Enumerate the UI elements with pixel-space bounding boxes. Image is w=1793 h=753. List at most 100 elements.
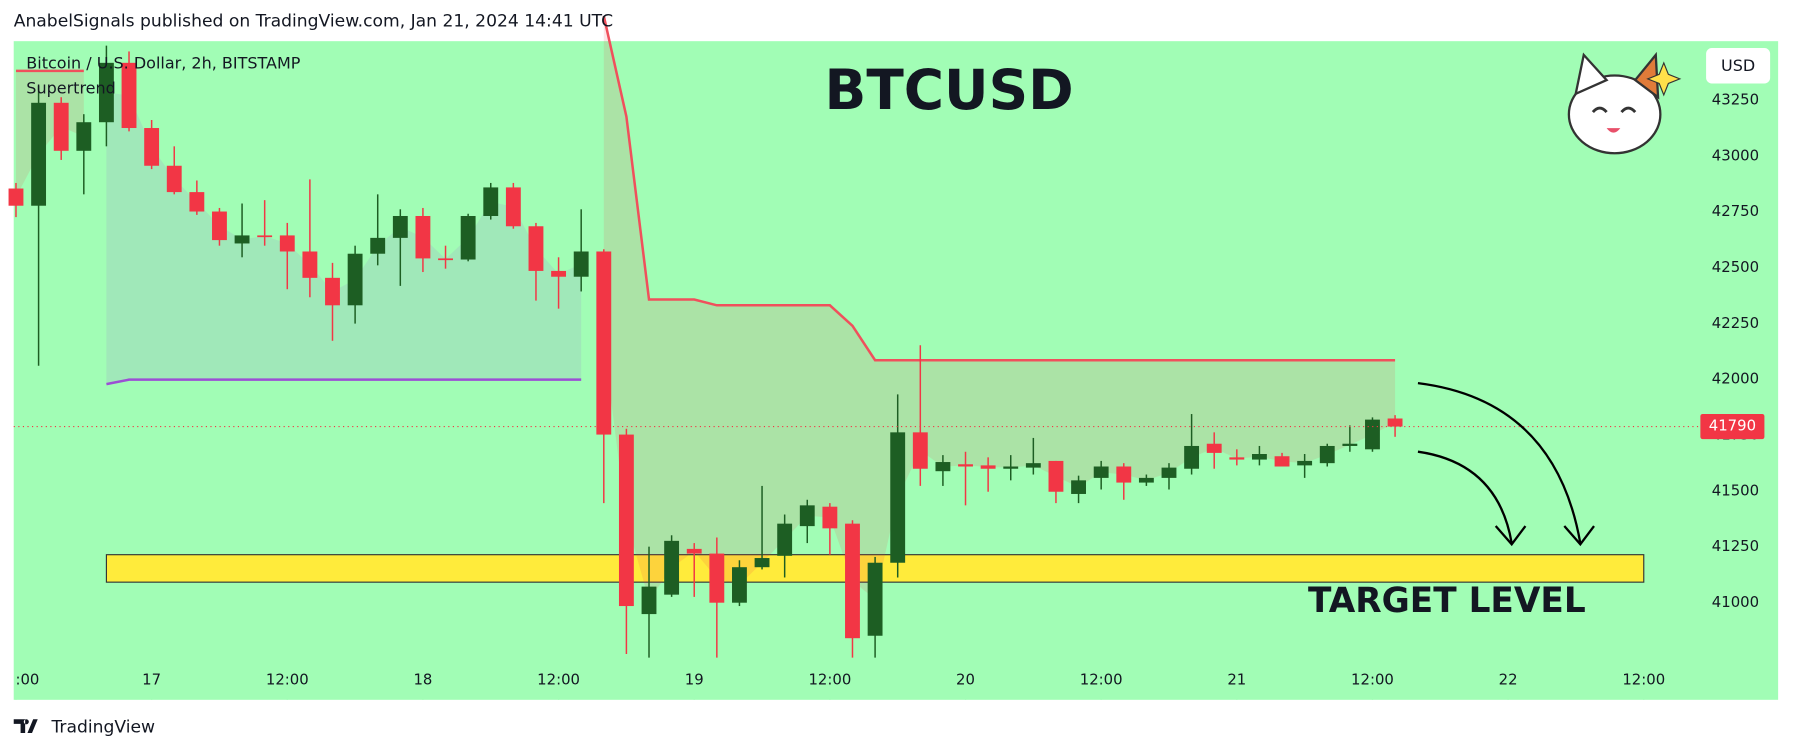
- candle-body: [1229, 457, 1245, 460]
- candle-body: [392, 215, 408, 238]
- chart-title: BTCUSD: [825, 58, 1074, 122]
- supertrend-line: [106, 378, 582, 386]
- candle-body: [1206, 443, 1222, 453]
- candle-body: [1319, 445, 1335, 464]
- candle-body: [1071, 480, 1086, 494]
- candle-body: [53, 102, 69, 151]
- candle-body: [121, 62, 137, 129]
- x-tick-label: 12:00: [537, 670, 580, 688]
- last-price-label: 41790: [1709, 417, 1756, 435]
- candle-body: [958, 464, 973, 467]
- y-tick-label: 42250: [1712, 314, 1759, 332]
- candle-body: [618, 434, 634, 607]
- candle-body: [279, 235, 295, 252]
- currency-button[interactable]: [1706, 48, 1771, 84]
- y-tick-label: 41250: [1712, 537, 1759, 555]
- cat-sticker: [1567, 51, 1682, 155]
- candle-body: [302, 251, 318, 278]
- candle-body: [732, 567, 747, 603]
- indicator-legend: Supertrend: [26, 79, 116, 98]
- candle-body: [1093, 466, 1109, 478]
- candle-body: [1025, 463, 1041, 468]
- candle-body: [1387, 418, 1403, 427]
- y-tick-label: 42000: [1712, 370, 1759, 388]
- candle-body: [483, 187, 499, 216]
- candle-body: [347, 253, 363, 306]
- symbol-legend: Bitcoin / U.S. Dollar, 2h, BITSTAMP: [26, 54, 301, 73]
- x-tick-label: 12:00: [1622, 670, 1665, 688]
- candle-body: [754, 558, 770, 568]
- forecast-arrows: [1417, 381, 1595, 547]
- x-tick-label: 12:00: [1080, 670, 1123, 688]
- header-text: AnabelSignals published on TradingView.c…: [14, 12, 613, 32]
- candle-body: [505, 187, 521, 227]
- candle-body: [1251, 454, 1267, 460]
- candle-body: [596, 251, 612, 435]
- candle-body: [822, 506, 838, 529]
- x-tick-label: 19: [685, 670, 704, 688]
- candle-body: [641, 586, 657, 615]
- candle-body: [76, 122, 92, 151]
- candle-body: [980, 465, 996, 469]
- candle-body: [1116, 466, 1132, 483]
- candle-body: [325, 277, 340, 306]
- x-tick-label: 12:00: [266, 670, 309, 688]
- supertrend-line: [15, 15, 1396, 362]
- candle-body: [460, 215, 476, 260]
- candle-body: [257, 235, 273, 238]
- y-tick-label: 41500: [1712, 481, 1759, 499]
- candle-body: [1184, 445, 1200, 469]
- candle-body: [799, 505, 815, 527]
- candle-body: [1003, 466, 1019, 469]
- candle-body: [935, 462, 951, 472]
- candle-body: [528, 226, 544, 271]
- x-tick-label: 12:00: [808, 670, 851, 688]
- x-tick-label: 17: [142, 670, 161, 688]
- last-price-box: [1700, 413, 1765, 440]
- candle-body: [890, 432, 906, 563]
- y-tick-label: 43000: [1712, 146, 1759, 164]
- y-tick-label: 42500: [1712, 258, 1759, 276]
- x-tick-label: 21: [1227, 670, 1246, 688]
- candle-body: [1274, 456, 1290, 467]
- candle-body: [551, 270, 567, 277]
- supertrend-fill: [106, 92, 582, 385]
- candle-body: [912, 432, 928, 469]
- candle-body: [1342, 443, 1358, 446]
- candle-body: [1297, 460, 1313, 466]
- candle-body: [234, 235, 250, 244]
- x-tick-label: 22: [1499, 670, 1518, 688]
- x-tick-label: 12:00: [1351, 670, 1394, 688]
- candle-body: [370, 237, 386, 254]
- footer-text: TradingView: [50, 717, 155, 737]
- x-tick-label: 18: [413, 670, 432, 688]
- candle-body: [31, 102, 47, 206]
- candle-body: [144, 128, 160, 166]
- candle-body: [845, 523, 860, 639]
- candle-body: [709, 553, 725, 603]
- y-tick-label: 41000: [1712, 593, 1759, 611]
- candle-body: [686, 548, 702, 554]
- candle-body: [166, 165, 182, 193]
- candle-body: [415, 215, 431, 259]
- candle-body: [212, 211, 227, 241]
- candle-body: [189, 192, 205, 212]
- candle-body: [1161, 467, 1177, 478]
- candle-body: [98, 62, 114, 123]
- y-tick-label: 42750: [1712, 202, 1759, 220]
- chart-background: [13, 41, 1779, 700]
- y-tick-label: 43250: [1712, 91, 1759, 109]
- candle-body: [438, 258, 453, 261]
- currency-label[interactable]: USD: [1721, 56, 1755, 75]
- supertrend-fill: [15, 70, 84, 198]
- target-label: TARGET LEVEL: [1308, 581, 1586, 621]
- candle-body: [573, 251, 589, 277]
- candle-body: [1138, 477, 1154, 483]
- candle-body: [867, 562, 883, 636]
- x-tick-label: 20: [956, 670, 975, 688]
- footer-logo: [13, 719, 38, 733]
- candle-body: [777, 523, 793, 556]
- x-tick-label: :00: [15, 670, 39, 688]
- candle-body: [1365, 419, 1380, 450]
